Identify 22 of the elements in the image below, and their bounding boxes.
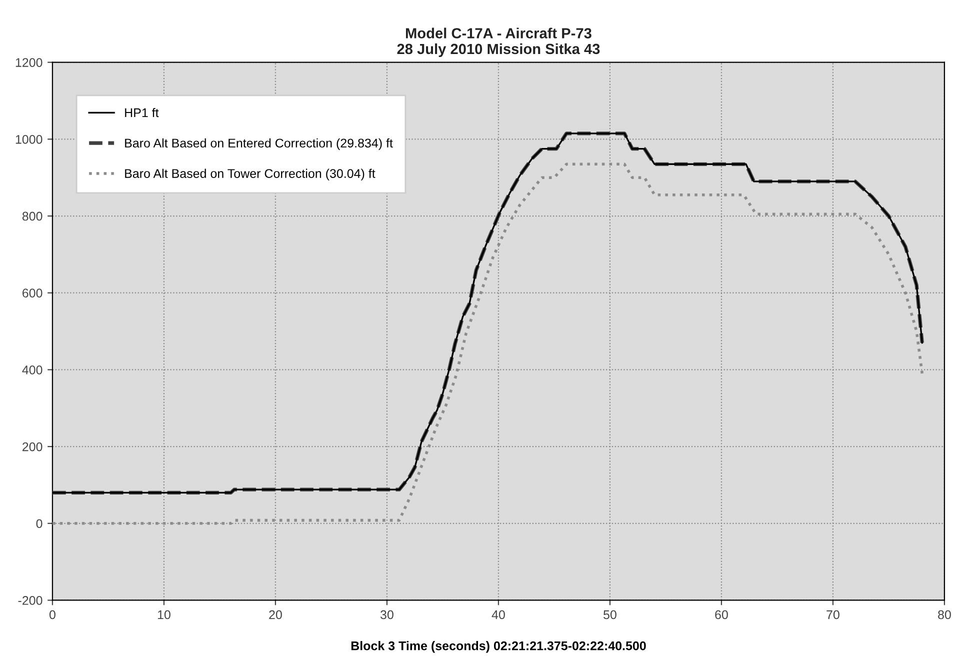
x-tick-label: 70 [826,610,840,620]
x-axis-title: Block 3 Time (seconds) 02:21:21.375-02:22:40.500 [351,641,646,653]
y-tick-label: 1200 [16,58,42,67]
y-tick-label: -200 [18,596,42,605]
x-tick-label: 60 [715,610,728,620]
x-tick-label: 0 [49,610,56,620]
legend-label: Baro Alt Based on Tower Correction (30.04) ft [125,168,376,180]
y-tick-label: 200 [22,442,42,452]
y-tick-label: 0 [36,519,42,528]
x-tick-label: 30 [380,610,394,620]
y-tick-label: 600 [22,288,42,298]
x-tick-label: 10 [158,610,170,620]
y-tick-label: 1000 [16,134,42,144]
legend-label: HP1 ft [125,108,159,118]
x-tick-label: 40 [492,610,505,620]
x-tick-label: 80 [938,610,951,620]
x-tick-label: 50 [604,610,616,620]
chart-title: Model C-17A - Aircraft P-73 28 July 2010 Mission Sitka 43 [397,28,600,58]
y-tick-label: 400 [22,366,42,374]
legend-label: Baro Alt Based on Entered Correction (29.834) ft [125,138,393,150]
y-tick-label: 800 [22,212,42,221]
x-tick-label: 20 [269,610,282,620]
